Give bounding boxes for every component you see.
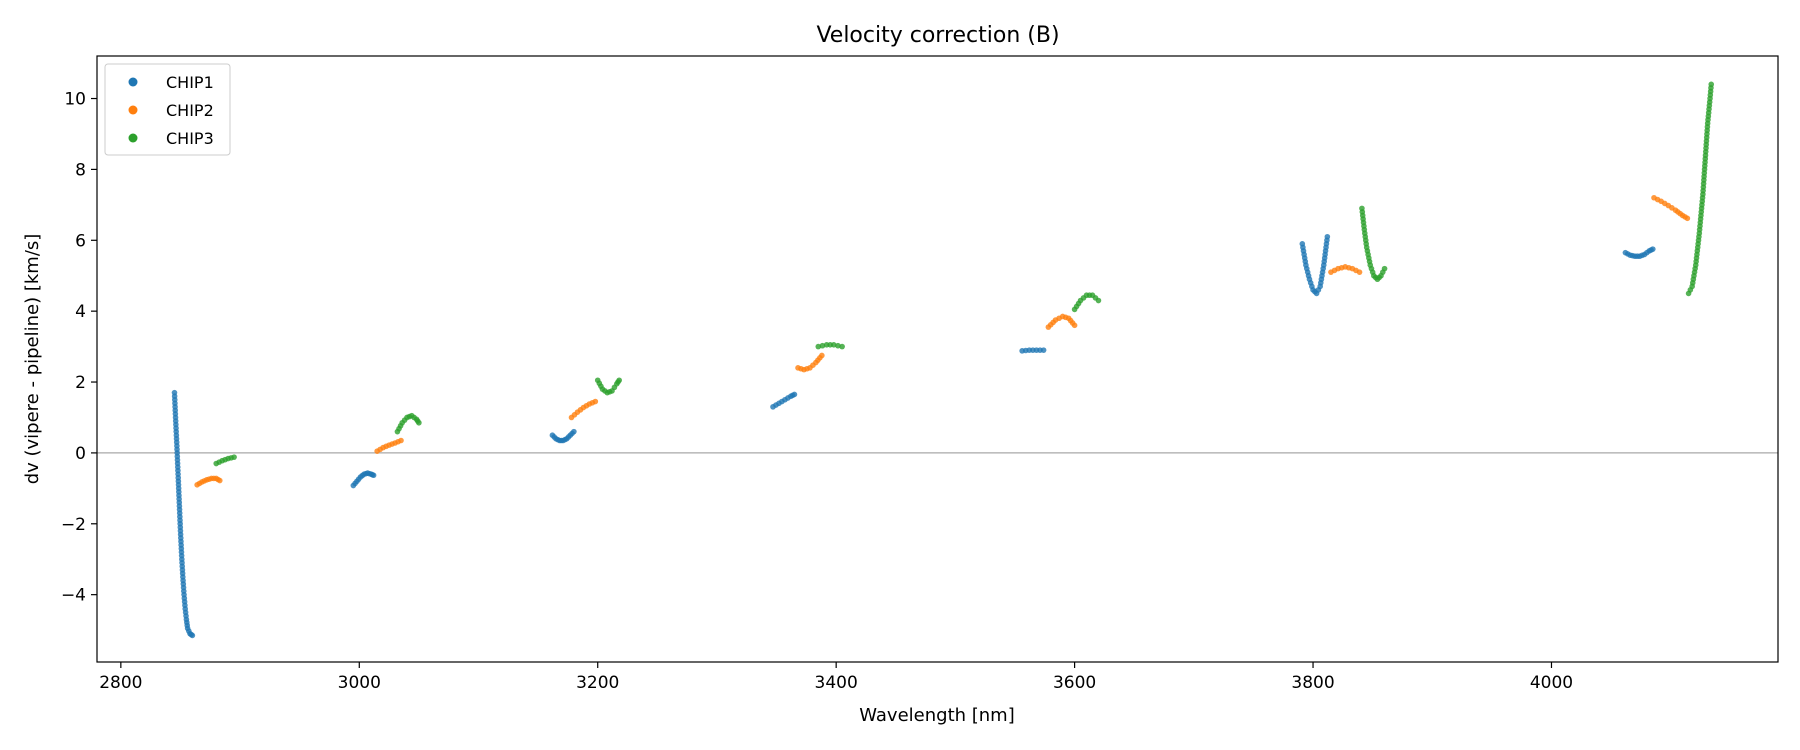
data-point xyxy=(370,472,377,479)
y-tick-label: −2 xyxy=(61,515,86,535)
data-point xyxy=(189,632,196,639)
data-point xyxy=(791,391,798,398)
legend: CHIP1 CHIP2 CHIP3 xyxy=(104,63,231,156)
data-point xyxy=(231,454,237,460)
data-point xyxy=(592,398,599,405)
data-point xyxy=(1356,269,1363,275)
y-tick-label: 0 xyxy=(75,444,86,464)
series-chip1-segment xyxy=(350,470,377,489)
data-point xyxy=(616,377,622,384)
legend-label: CHIP2 xyxy=(166,101,214,120)
series-chip2 xyxy=(194,194,1691,488)
x-tick-label: 2800 xyxy=(99,673,142,693)
legend-marker xyxy=(128,77,138,87)
data-point xyxy=(1708,81,1715,88)
legend-label: CHIP3 xyxy=(166,129,214,148)
data-point xyxy=(217,477,223,484)
legend-item-chip1: CHIP1 xyxy=(128,73,214,92)
y-tick-label: 10 xyxy=(64,90,86,110)
y-tick-label: 6 xyxy=(75,231,86,251)
data-point xyxy=(1650,246,1656,252)
series-chip1-segment xyxy=(549,428,577,444)
data-point xyxy=(1040,347,1047,353)
data-point xyxy=(819,342,826,349)
series-chip1-segment xyxy=(770,391,798,410)
chart-title: Velocity correction (B) xyxy=(816,23,1059,48)
series-chip1-segment xyxy=(171,389,196,639)
x-tick-label: 3800 xyxy=(1291,673,1334,693)
series-chip1-segment xyxy=(1019,347,1047,354)
data-point xyxy=(830,342,837,348)
series-chip3-segment xyxy=(815,342,845,350)
plot-area xyxy=(97,81,1778,639)
x-tick-label: 3400 xyxy=(815,673,858,693)
legend-marker xyxy=(128,133,138,143)
plot-frame xyxy=(96,55,1779,663)
series-chip3-segment xyxy=(213,454,237,467)
x-tick-label: 3600 xyxy=(1053,673,1096,693)
series-chip2-segment xyxy=(568,398,599,421)
data-point xyxy=(398,437,404,444)
legend-label: CHIP1 xyxy=(166,73,214,92)
data-point xyxy=(1071,322,1078,329)
series-chip2-segment xyxy=(1045,313,1078,330)
series-chip3-segment xyxy=(1359,205,1388,283)
series-chip3-segment xyxy=(1685,81,1715,297)
data-point xyxy=(819,352,825,359)
y-tick-label: −4 xyxy=(61,586,86,606)
series-chip2-segment xyxy=(1651,194,1691,222)
series-chip2-segment xyxy=(1328,264,1363,275)
y-tick-label: 2 xyxy=(75,373,86,393)
data-point xyxy=(835,342,841,349)
y-axis-label: dv (vipere - pipeline) [km/s] xyxy=(22,234,43,485)
y-tick-label: 8 xyxy=(75,160,86,180)
legend-item-chip3: CHIP3 xyxy=(128,129,214,148)
legend-item-chip2: CHIP2 xyxy=(128,101,214,120)
data-point xyxy=(839,343,845,350)
x-axis-label: Wavelength [nm] xyxy=(859,705,1015,726)
data-point xyxy=(815,343,822,350)
series-chip2-segment xyxy=(374,437,404,454)
series-chip2-segment xyxy=(795,352,825,373)
legend-marker xyxy=(128,105,138,115)
data-point xyxy=(1381,265,1388,272)
series-chip1-segment xyxy=(1299,233,1331,297)
series-chip3-segment xyxy=(594,377,622,396)
series-chip2-segment xyxy=(194,475,223,488)
series-chip1 xyxy=(171,233,1656,639)
x-tick-label: 3000 xyxy=(338,673,381,693)
series-chip3-segment xyxy=(394,412,422,435)
y-axis: −4 −2 0 2 4 6 8 10 xyxy=(61,90,97,606)
x-axis: 2800 3000 3200 3400 3600 3800 4000 xyxy=(99,662,1573,693)
series-chip1-segment xyxy=(1622,246,1656,260)
series-chip3 xyxy=(213,81,1715,467)
data-point xyxy=(1684,215,1691,222)
x-tick-label: 3200 xyxy=(576,673,619,693)
legend-box xyxy=(104,63,231,156)
data-point xyxy=(1324,233,1331,240)
series-chip3-segment xyxy=(1071,292,1102,313)
data-point xyxy=(1095,297,1102,304)
y-tick-label: 4 xyxy=(75,302,86,322)
x-tick-label: 4000 xyxy=(1530,673,1573,693)
data-point xyxy=(416,419,422,426)
data-point xyxy=(571,428,577,435)
